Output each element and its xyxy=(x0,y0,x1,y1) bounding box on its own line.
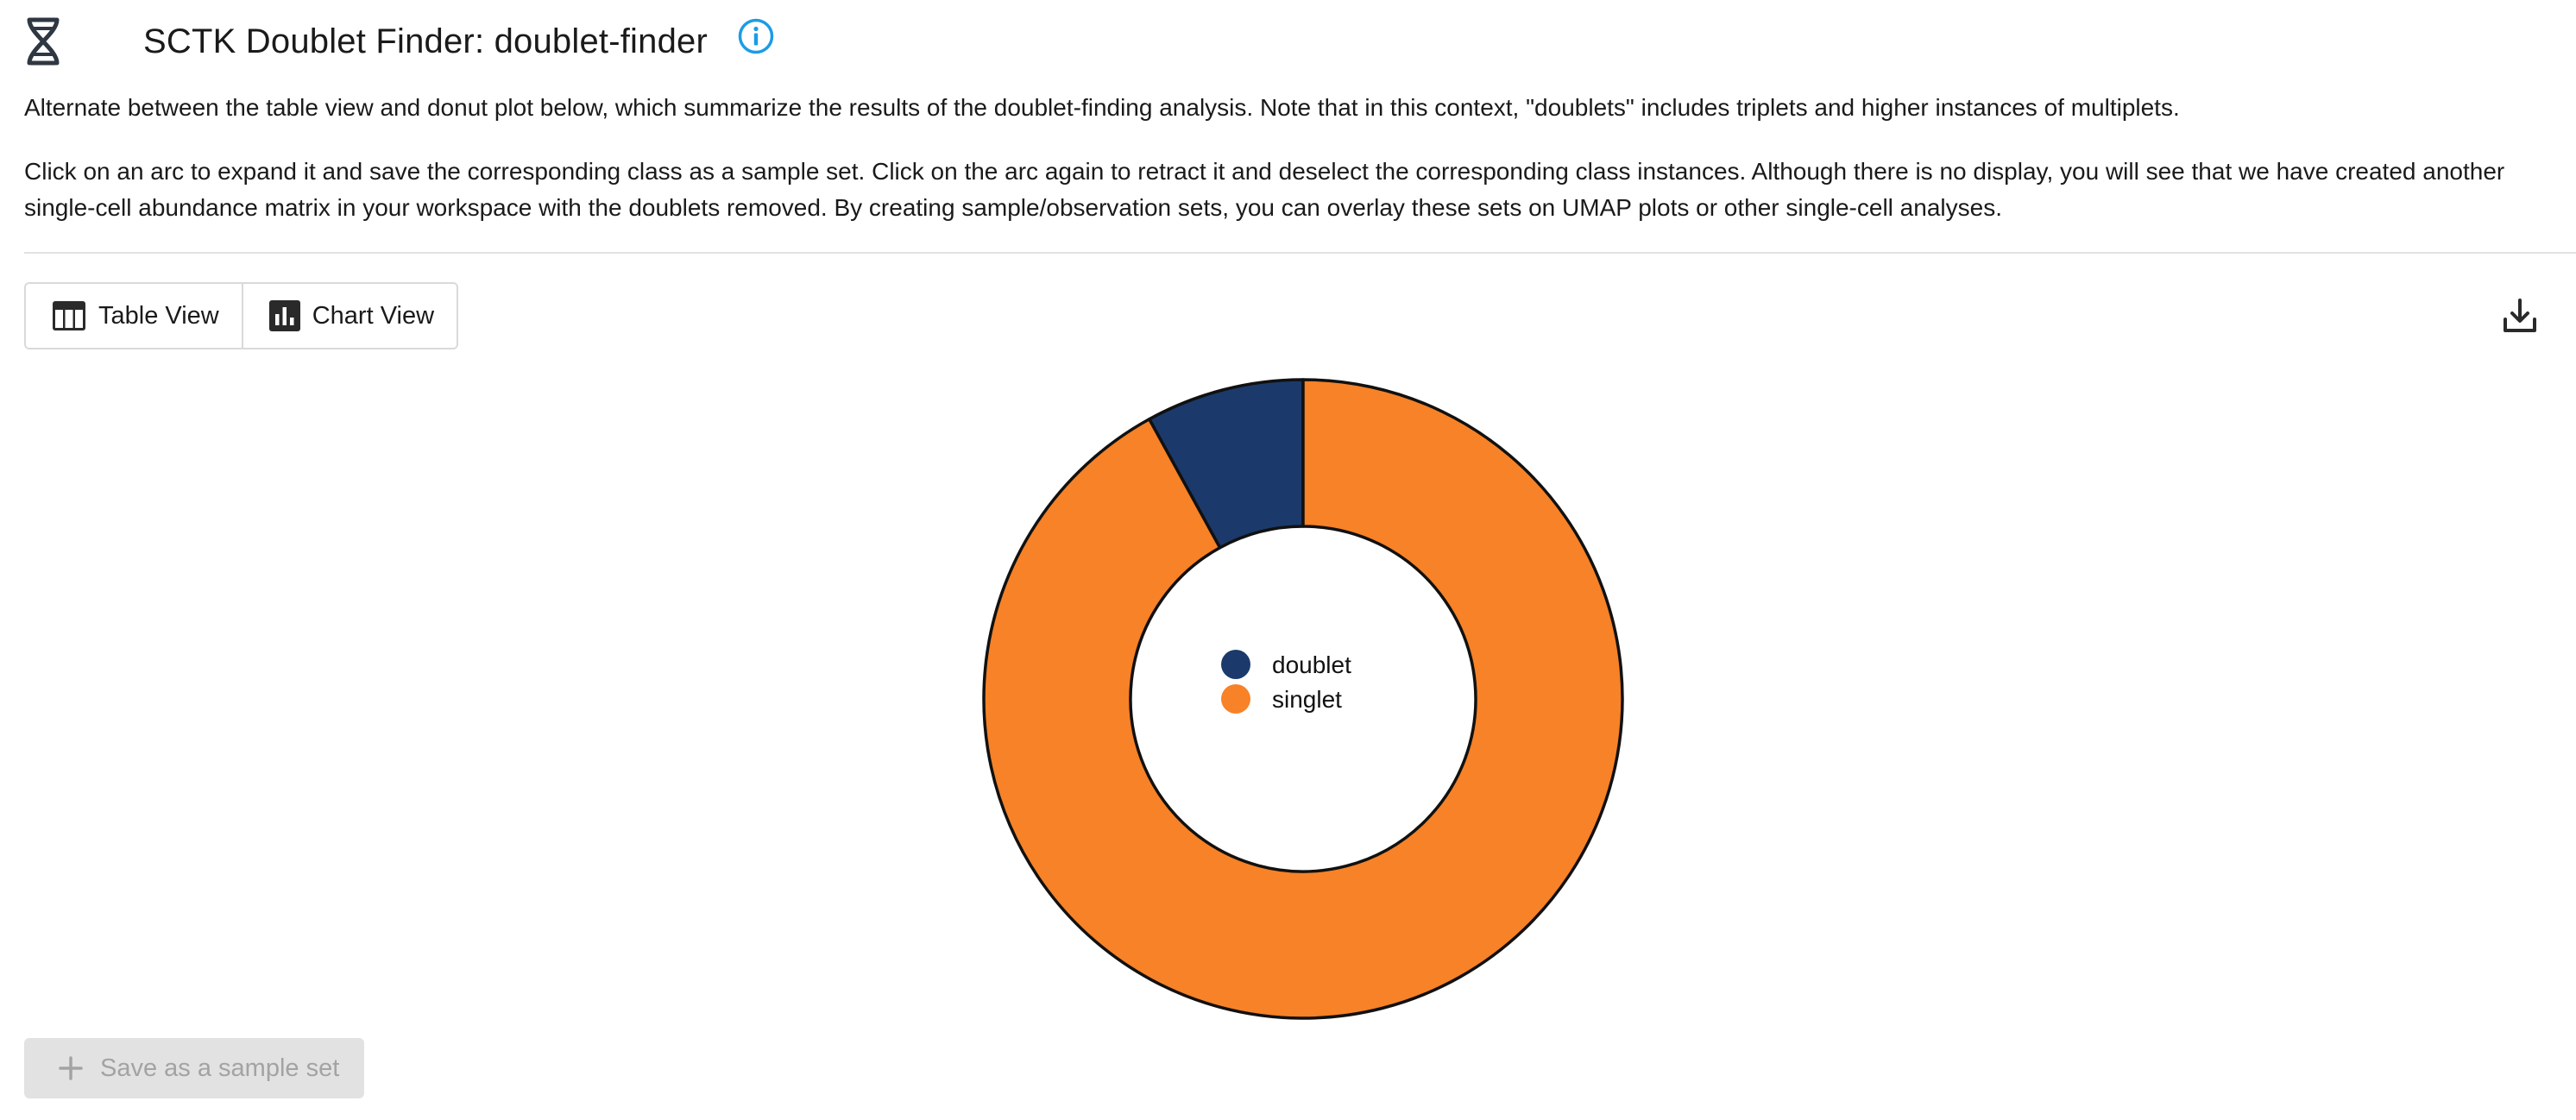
legend-swatch-doublet xyxy=(1221,650,1250,679)
table-icon xyxy=(52,300,98,331)
view-toggle: Table View Chart View xyxy=(24,282,459,349)
table-view-label: Table View xyxy=(98,301,219,330)
description-paragraph-2: Click on an arc to expand it and save th… xyxy=(24,158,2505,221)
page-title: SCTK Doublet Finder: doublet-finder xyxy=(143,22,708,60)
bar-chart-icon xyxy=(268,300,312,331)
page-header: SCTK Doublet Finder: doublet-finder xyxy=(24,10,775,72)
chart-view-button[interactable]: Chart View xyxy=(241,284,457,348)
save-sample-set-label: Save as a sample set xyxy=(100,1054,340,1082)
download-icon[interactable] xyxy=(2501,297,2539,335)
donut-arcs xyxy=(982,378,1624,1020)
section-divider xyxy=(24,252,2576,254)
legend-label-doublet: doublet xyxy=(1272,651,1351,678)
legend-swatch-singlet xyxy=(1221,684,1250,714)
description-paragraph-1: Alternate between the table view and don… xyxy=(24,94,2180,121)
chart-view-label: Chart View xyxy=(312,301,435,330)
donut-slice-singlet[interactable] xyxy=(982,378,1624,1020)
save-sample-set-button[interactable]: Save as a sample set xyxy=(24,1038,364,1098)
donut-legend: doublet singlet xyxy=(1221,650,1351,714)
donut-chart: doublet singlet xyxy=(982,378,1624,1020)
info-icon[interactable] xyxy=(737,17,775,55)
plus-icon xyxy=(59,1056,83,1080)
table-view-button[interactable]: Table View xyxy=(26,284,242,348)
dna-icon xyxy=(24,10,97,72)
legend-label-singlet: singlet xyxy=(1272,686,1342,713)
